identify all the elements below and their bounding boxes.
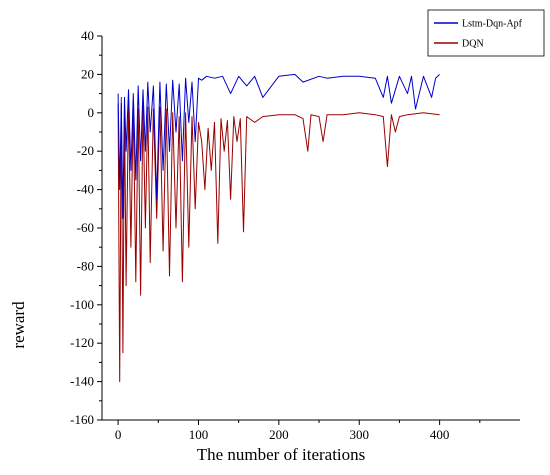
y-tick-label: -140 (70, 374, 94, 389)
y-tick-label: -80 (77, 258, 94, 273)
axes (101, 36, 520, 421)
series-line-lstm-dqn-apf (117, 73, 440, 219)
y-tick-label: 20 (81, 66, 94, 81)
y-tick-label: -60 (77, 220, 94, 235)
x-tick-label: 0 (115, 427, 122, 442)
x-axis-title: The number of iterations (197, 445, 366, 464)
series-line-dqn (117, 96, 440, 383)
legend-box (427, 9, 545, 57)
x-tick-label: 100 (189, 427, 209, 442)
y-tick-label: -40 (77, 182, 94, 197)
legend-label: Lstm-Dqn-Apf (462, 19, 523, 30)
y-tick-label: -120 (70, 335, 94, 350)
legend-label: DQN (462, 39, 484, 50)
y-tick-label: -100 (70, 297, 94, 312)
x-tick-label: 200 (269, 427, 289, 442)
series-lines (117, 73, 440, 383)
x-tick-label: 300 (349, 427, 369, 442)
y-tick-label: -160 (70, 412, 94, 427)
y-axis-title: reward (9, 301, 28, 349)
legend-items: Lstm-Dqn-Apf DQN (434, 19, 523, 50)
y-tick-label: 40 (81, 28, 94, 43)
y-tick-label: -20 (77, 143, 94, 158)
x-tick-label: 400 (430, 427, 450, 442)
legend: Lstm-Dqn-Apf DQN (427, 9, 545, 57)
y-tick-label: 0 (88, 105, 95, 120)
